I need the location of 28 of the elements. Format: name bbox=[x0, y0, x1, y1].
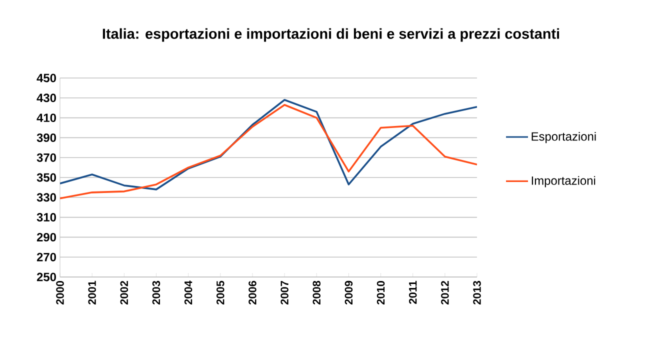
y-tick-label: 290 bbox=[36, 232, 56, 242]
y-tick-label: 390 bbox=[36, 133, 56, 142]
legend-label: Esportazioni bbox=[532, 132, 596, 144]
x-tick-label: 2013 bbox=[473, 280, 481, 305]
x-tick-label: 2007 bbox=[280, 281, 288, 305]
y-tick-label: 270 bbox=[36, 252, 56, 262]
x-tick-label: 2005 bbox=[216, 280, 224, 305]
y-tick-label: 350 bbox=[36, 173, 56, 182]
x-tick-label: 2006 bbox=[248, 280, 256, 305]
y-tick-label: 370 bbox=[36, 153, 56, 162]
y-tick-label: 310 bbox=[36, 213, 56, 222]
chart-title: Italia: esportazioni e importazioni di beni e servizi a prezzi costanti bbox=[102, 28, 560, 42]
y-tick-label: 430 bbox=[36, 94, 56, 102]
x-tick-label: 2003 bbox=[152, 280, 160, 305]
x-tick-label: 2011 bbox=[408, 280, 417, 304]
x-tick-label: 2004 bbox=[184, 280, 192, 305]
x-tick-label: 2002 bbox=[120, 280, 128, 305]
x-tick-label: 2008 bbox=[312, 280, 320, 305]
x-tick-label: 2001 bbox=[88, 280, 96, 305]
x-tick-label: 2009 bbox=[344, 280, 353, 305]
x-tick-label: 2010 bbox=[376, 280, 385, 305]
legend-label: Importazioni bbox=[532, 176, 596, 188]
y-tick-label: 250 bbox=[36, 272, 56, 282]
x-tick-label: 2012 bbox=[441, 280, 449, 305]
x-tick-label: 2000 bbox=[56, 280, 64, 305]
y-tick-label: 450 bbox=[36, 74, 56, 82]
y-tick-label: 410 bbox=[36, 114, 56, 122]
y-tick-label: 330 bbox=[36, 193, 56, 202]
